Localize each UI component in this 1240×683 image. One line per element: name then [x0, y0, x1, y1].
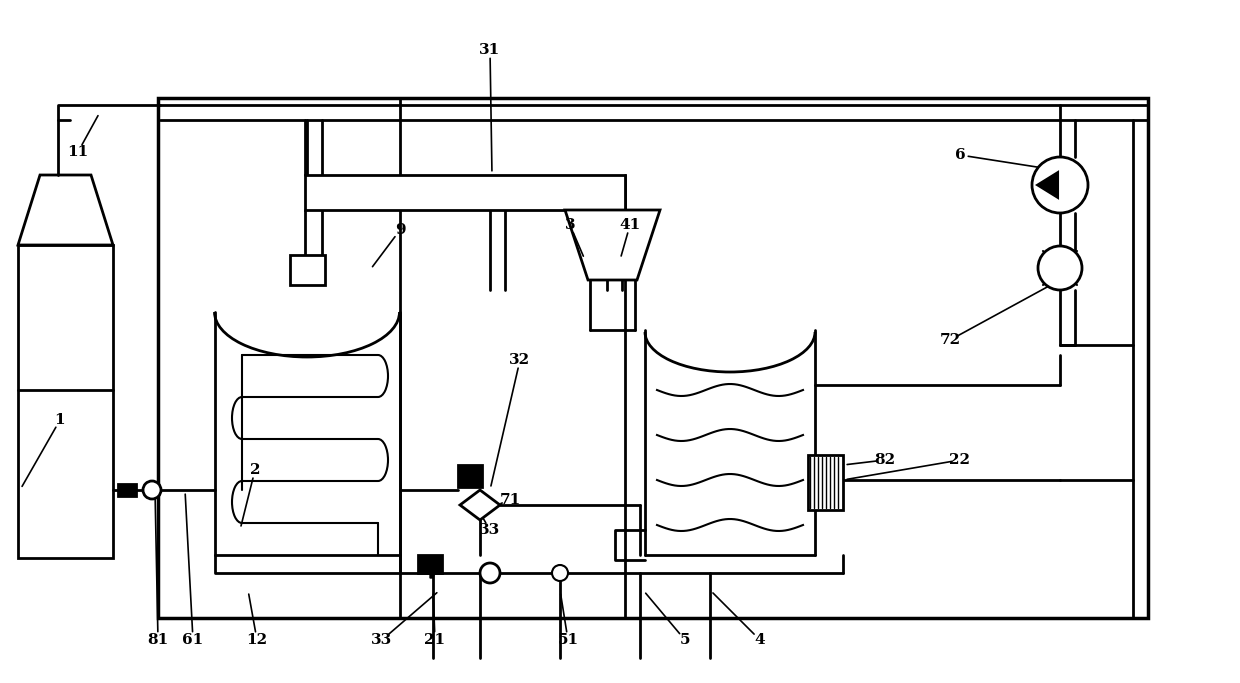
Polygon shape — [19, 175, 113, 245]
Polygon shape — [565, 210, 660, 280]
Text: 9: 9 — [394, 223, 405, 237]
Text: 12: 12 — [247, 633, 268, 647]
Text: 5: 5 — [680, 633, 691, 647]
Text: 32: 32 — [510, 353, 531, 367]
Circle shape — [480, 563, 500, 583]
Text: 1: 1 — [55, 413, 66, 427]
Text: 31: 31 — [480, 43, 501, 57]
Text: 4: 4 — [755, 633, 765, 647]
Text: 41: 41 — [619, 218, 641, 232]
Polygon shape — [1037, 172, 1058, 198]
Text: 82: 82 — [874, 453, 895, 467]
Bar — [118, 484, 136, 496]
Text: 6: 6 — [955, 148, 965, 162]
Polygon shape — [460, 490, 500, 520]
Circle shape — [1032, 157, 1087, 213]
Text: 2: 2 — [249, 463, 260, 477]
Text: 3: 3 — [564, 218, 575, 232]
Bar — [290, 255, 325, 285]
Polygon shape — [430, 568, 436, 578]
Circle shape — [143, 481, 161, 499]
Bar — [157, 98, 1148, 618]
Circle shape — [552, 565, 568, 581]
Bar — [19, 245, 113, 558]
Text: 21: 21 — [424, 633, 445, 647]
Text: 61: 61 — [182, 633, 203, 647]
Circle shape — [1038, 246, 1083, 290]
Bar — [305, 175, 625, 210]
Text: 81: 81 — [148, 633, 169, 647]
Text: 22: 22 — [950, 453, 971, 467]
Text: 51: 51 — [558, 633, 579, 647]
Text: 33: 33 — [371, 633, 393, 647]
Bar — [458, 465, 482, 487]
Bar — [808, 455, 843, 510]
Text: 11: 11 — [67, 145, 88, 159]
Text: 71: 71 — [500, 493, 521, 507]
Text: 72: 72 — [940, 333, 961, 347]
Bar — [418, 555, 441, 573]
Text: 33: 33 — [480, 523, 501, 537]
